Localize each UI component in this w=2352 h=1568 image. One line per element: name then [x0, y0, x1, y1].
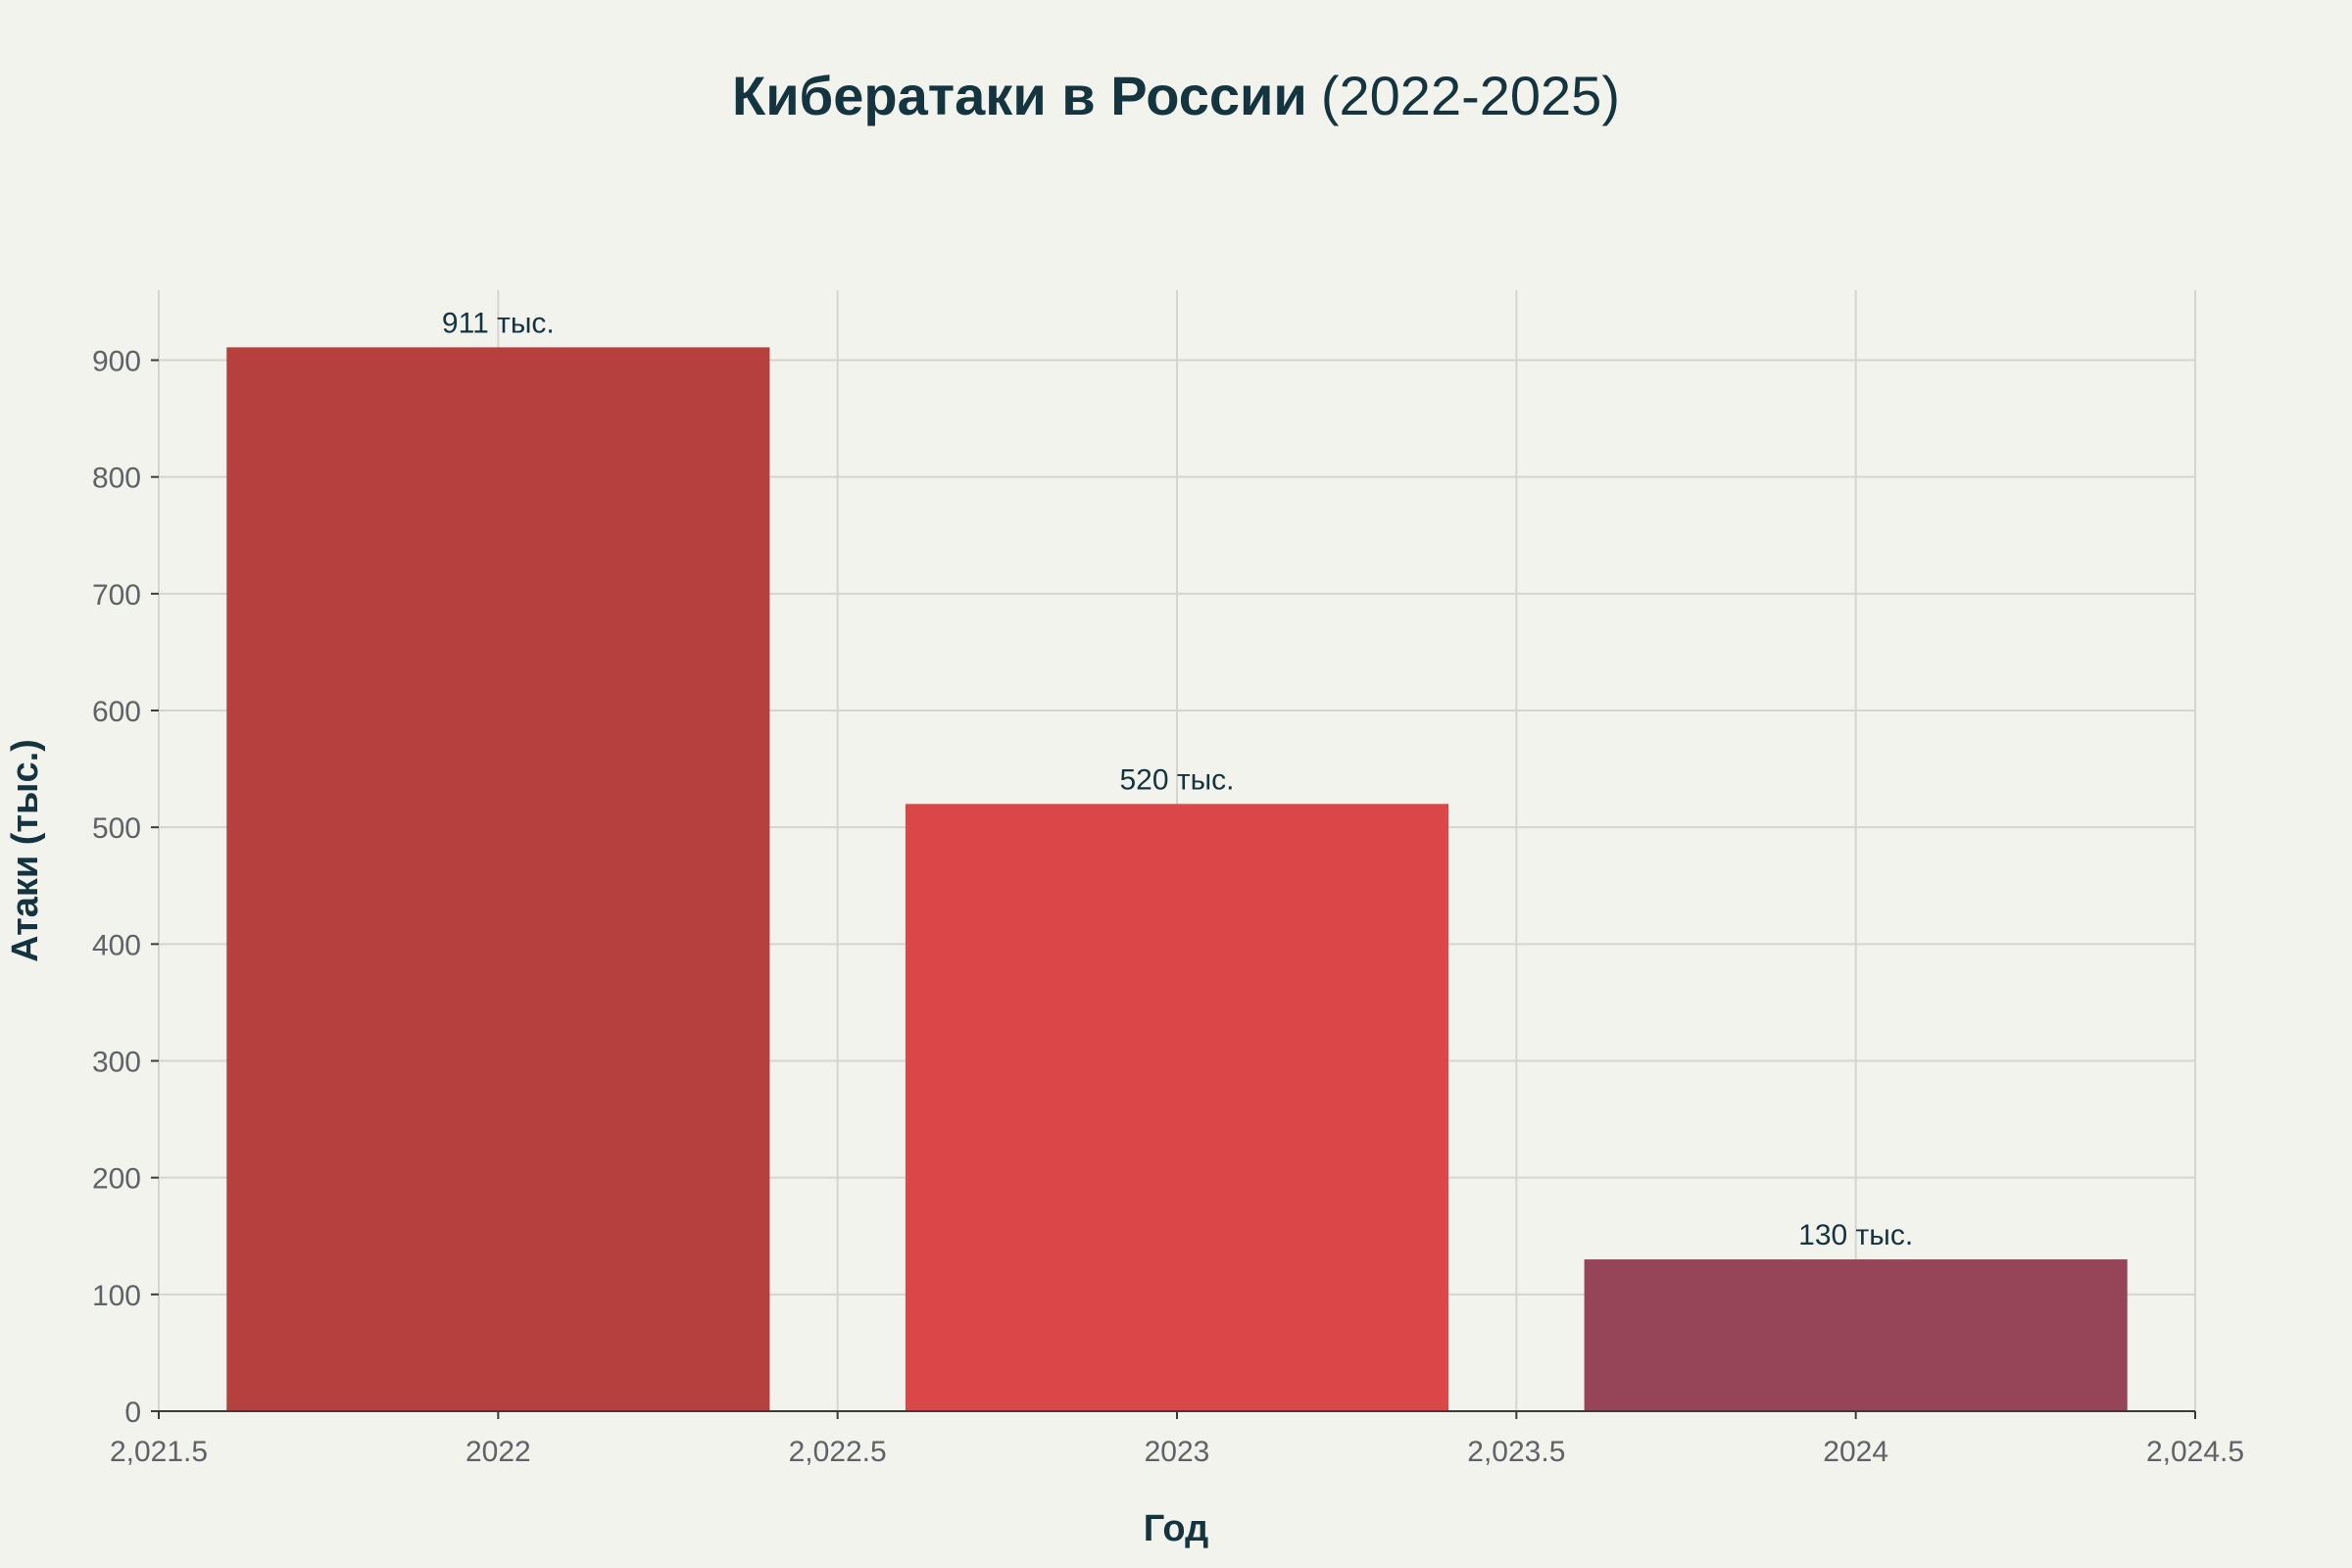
data-label-2022: 911 тыс. [442, 307, 555, 339]
x-tick-label: 2,023.5 [1467, 1436, 1565, 1468]
x-axis-label: Год [1144, 1508, 1208, 1549]
y-tick-label: 600 [92, 696, 141, 728]
bar-2023 [905, 804, 1449, 1411]
bars-layer [226, 347, 2128, 1412]
y-tick-label: 0 [124, 1396, 141, 1429]
y-axis-label: Атаки (тыс.) [5, 739, 46, 962]
bar-2024 [1584, 1259, 2128, 1411]
labels-layer: 911 тыс. 520 тыс. 130 тыс. 2,021.5 2022 2,022… [92, 307, 2244, 1468]
chart-title: Кибератаки в России (2022-2025) [732, 65, 1620, 126]
bar-2022 [226, 347, 770, 1412]
chart-title-main: Кибератаки в России [732, 65, 1307, 126]
x-tick-label: 2,024.5 [2146, 1436, 2244, 1468]
y-tick-label: 400 [92, 929, 141, 961]
x-tick-label: 2,021.5 [110, 1436, 208, 1468]
x-tick-label: 2,022.5 [789, 1436, 887, 1468]
y-tick-label: 200 [92, 1163, 141, 1196]
x-tick-label: 2023 [1145, 1436, 1210, 1468]
y-tick-label: 800 [92, 463, 141, 495]
data-label-2023: 520 тыс. [1119, 763, 1234, 796]
y-tick-label: 500 [92, 812, 141, 845]
y-tick-label: 700 [92, 579, 141, 612]
data-label-2024: 130 тыс. [1798, 1219, 1913, 1251]
chart-title-years: (2022-2025) [1321, 65, 1620, 126]
axis-layer [151, 359, 2196, 1419]
x-tick-label: 2024 [1823, 1436, 1888, 1468]
y-tick-label: 300 [92, 1047, 141, 1079]
x-tick-label: 2022 [466, 1436, 531, 1468]
y-tick-label: 900 [92, 346, 141, 378]
y-tick-label: 100 [92, 1280, 141, 1312]
